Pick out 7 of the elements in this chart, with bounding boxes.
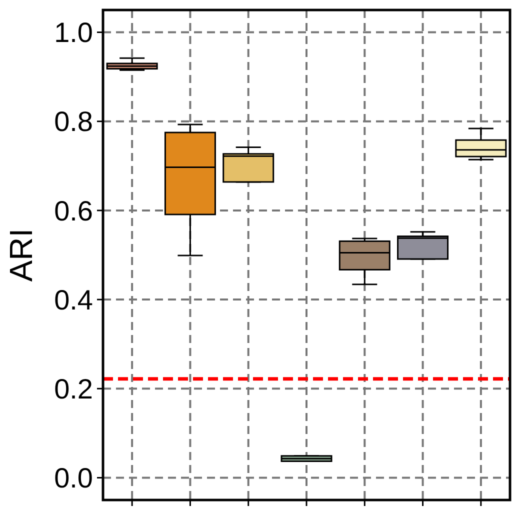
- y-axis-title: ARI: [3, 228, 39, 282]
- y-tick-label: 0.8: [54, 106, 93, 138]
- y-tick-label: 0.2: [54, 373, 93, 404]
- y-tick-label: 0.6: [54, 195, 93, 226]
- y-tick-label: 1.0: [54, 17, 93, 48]
- y-tick-label: 0.0: [54, 462, 93, 494]
- y-tick-label: 0.4: [54, 284, 93, 316]
